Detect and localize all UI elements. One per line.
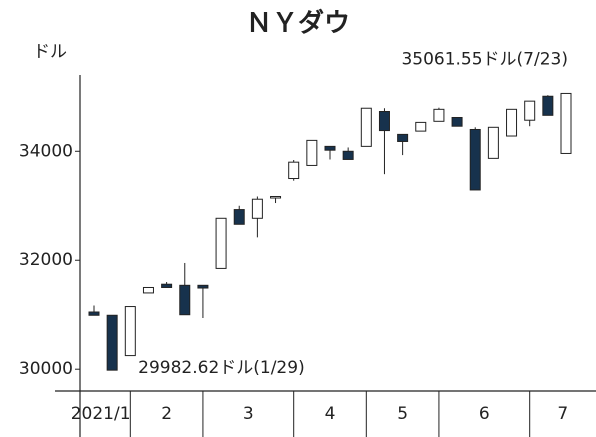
- candle-body: [469, 128, 481, 191]
- x-tick-label: 3: [243, 404, 254, 424]
- candle-body: [560, 92, 572, 154]
- candle-body: [142, 286, 154, 294]
- candle-body: [288, 161, 300, 180]
- x-tick-label: 6: [479, 404, 490, 424]
- candle-body: [197, 284, 209, 289]
- candle-body: [542, 95, 554, 116]
- candle-body: [397, 133, 409, 142]
- candle-body: [451, 116, 463, 127]
- candle-body: [88, 311, 100, 316]
- candle-body: [270, 195, 282, 199]
- x-tick-label: 2: [161, 404, 172, 424]
- candle-body: [524, 100, 536, 121]
- candle-body: [233, 209, 245, 225]
- x-tick-label: 2021/1: [71, 404, 131, 424]
- annotation: 35061.55ドル(7/23): [401, 49, 568, 69]
- x-tick-label: 4: [325, 404, 336, 424]
- x-tick-label: 7: [557, 404, 568, 424]
- candle-body: [415, 121, 427, 132]
- candle-body: [433, 108, 445, 122]
- candle-body: [506, 108, 518, 137]
- candle-body: [324, 145, 336, 151]
- y-tick-label: 34000: [19, 141, 73, 161]
- candle-body: [342, 150, 354, 160]
- candle-body: [179, 284, 191, 316]
- candle-body: [306, 139, 318, 166]
- candle-body: [487, 126, 499, 159]
- candle-body: [251, 198, 263, 219]
- candle-body: [161, 283, 173, 288]
- y-tick-label: 32000: [19, 250, 73, 270]
- candle-body: [124, 306, 136, 357]
- chart-title: ＮＹダウ: [246, 8, 350, 39]
- candle-body: [378, 111, 390, 132]
- y-unit: ドル: [33, 42, 67, 62]
- annotation: 29982.62ドル(1/29): [138, 358, 305, 378]
- y-tick-label: 30000: [19, 359, 73, 379]
- x-tick-label: 5: [397, 404, 408, 424]
- candle-body: [360, 107, 372, 147]
- candle-body: [106, 314, 118, 371]
- candle-body: [215, 217, 227, 269]
